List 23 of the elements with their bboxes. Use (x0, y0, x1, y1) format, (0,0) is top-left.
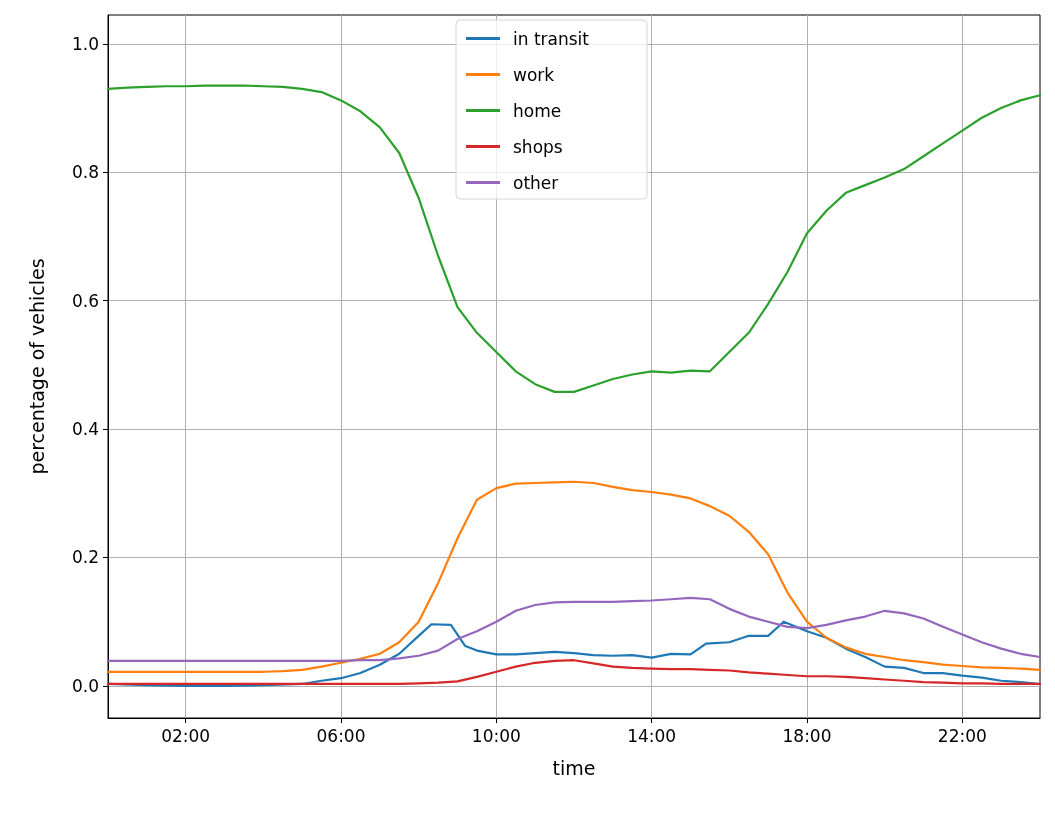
y-axis-title: percentage of vehicles (25, 258, 48, 475)
legend-label: home (513, 100, 562, 121)
line-series (106, 659, 1042, 686)
y-tick-label: 0.8 (71, 162, 99, 183)
x-tick-label: 14:00 (627, 725, 677, 746)
line-series (106, 596, 1042, 662)
x-tick-label: 18:00 (782, 725, 832, 746)
line-series (106, 84, 1042, 393)
y-tick-label: 1.0 (71, 33, 99, 54)
x-tick-label: 22:00 (937, 725, 987, 746)
x-tick-label: 06:00 (316, 725, 366, 746)
x-tick-label: 10:00 (471, 725, 521, 746)
legend-label: in transit (513, 28, 590, 49)
x-tick-label: 02:00 (161, 725, 211, 746)
y-tick-label: 0.4 (71, 419, 99, 440)
y-tick-label: 0.2 (71, 547, 99, 568)
legend-label: work (513, 64, 555, 85)
x-axis-title: time (552, 756, 596, 779)
legend-label: other (513, 172, 559, 193)
y-tick-label: 0.6 (71, 290, 99, 311)
line-series (106, 480, 1042, 673)
legend-label: shops (513, 136, 563, 157)
y-tick-label: 0.0 (71, 675, 99, 696)
